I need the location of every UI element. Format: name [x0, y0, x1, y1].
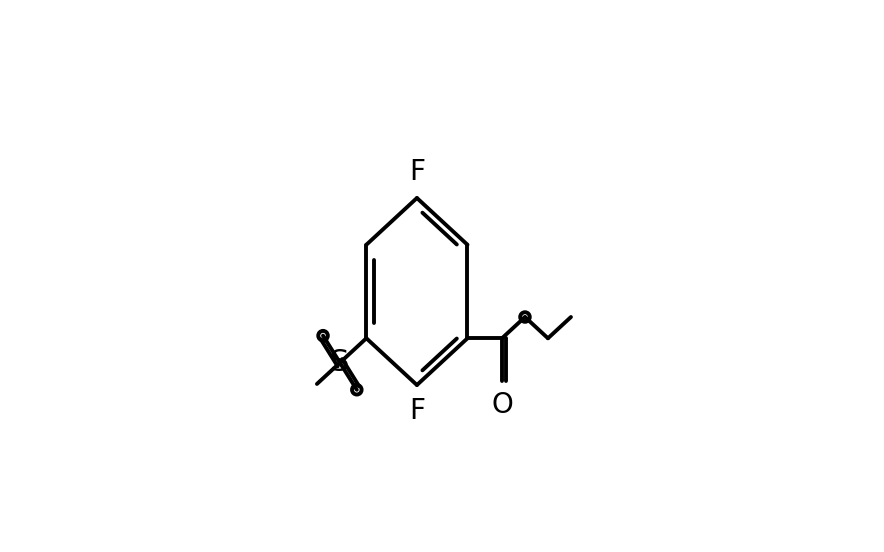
- Text: F: F: [409, 397, 425, 425]
- Text: F: F: [409, 158, 425, 186]
- Text: S: S: [331, 348, 349, 377]
- Text: O: O: [492, 391, 513, 420]
